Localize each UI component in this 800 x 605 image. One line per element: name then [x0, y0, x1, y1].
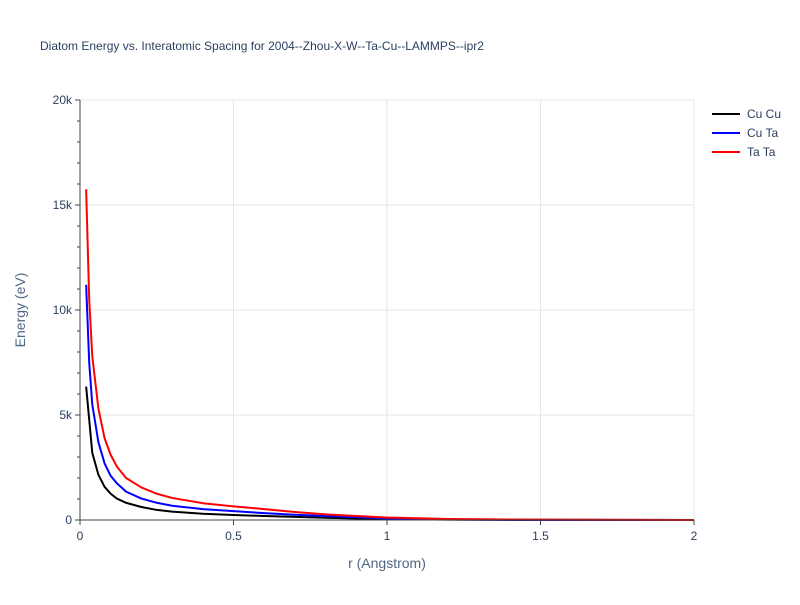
x-axis-ticks: 0 0.5 1 1.5 2	[77, 520, 698, 543]
x-tick-label: 0.5	[225, 529, 242, 543]
legend-label-cu-ta: Cu Ta	[747, 126, 778, 140]
plot-area[interactable]	[85, 189, 695, 521]
x-tick-label: 2	[691, 529, 698, 543]
y-tick-label: 5k	[59, 408, 73, 422]
y-tick-label: 20k	[53, 93, 73, 107]
y-tick-label: 0	[65, 513, 72, 527]
y-tick-label: 15k	[53, 198, 73, 212]
series-line-ta-ta	[85, 189, 695, 521]
grid	[80, 99, 695, 520]
legend-label-ta-ta: Ta Ta	[747, 145, 776, 159]
series-line-cu-cu	[85, 386, 695, 521]
y-tick-label: 10k	[53, 303, 73, 317]
x-tick-label: 0	[77, 529, 84, 543]
series-line-cu-ta	[85, 284, 695, 521]
x-tick-label: 1	[384, 529, 391, 543]
x-tick-label: 1.5	[532, 529, 549, 543]
chart-title: Diatom Energy vs. Interatomic Spacing fo…	[40, 39, 484, 53]
legend-label-cu-cu: Cu Cu	[747, 107, 781, 121]
y-axis-ticks: 0 5k 10k 15k 20k	[53, 93, 80, 527]
legend[interactable]: Cu Cu Cu Ta Ta Ta	[712, 107, 781, 159]
y-axis-title: Energy (eV)	[12, 273, 28, 348]
x-axis-title: r (Angstrom)	[348, 555, 426, 571]
